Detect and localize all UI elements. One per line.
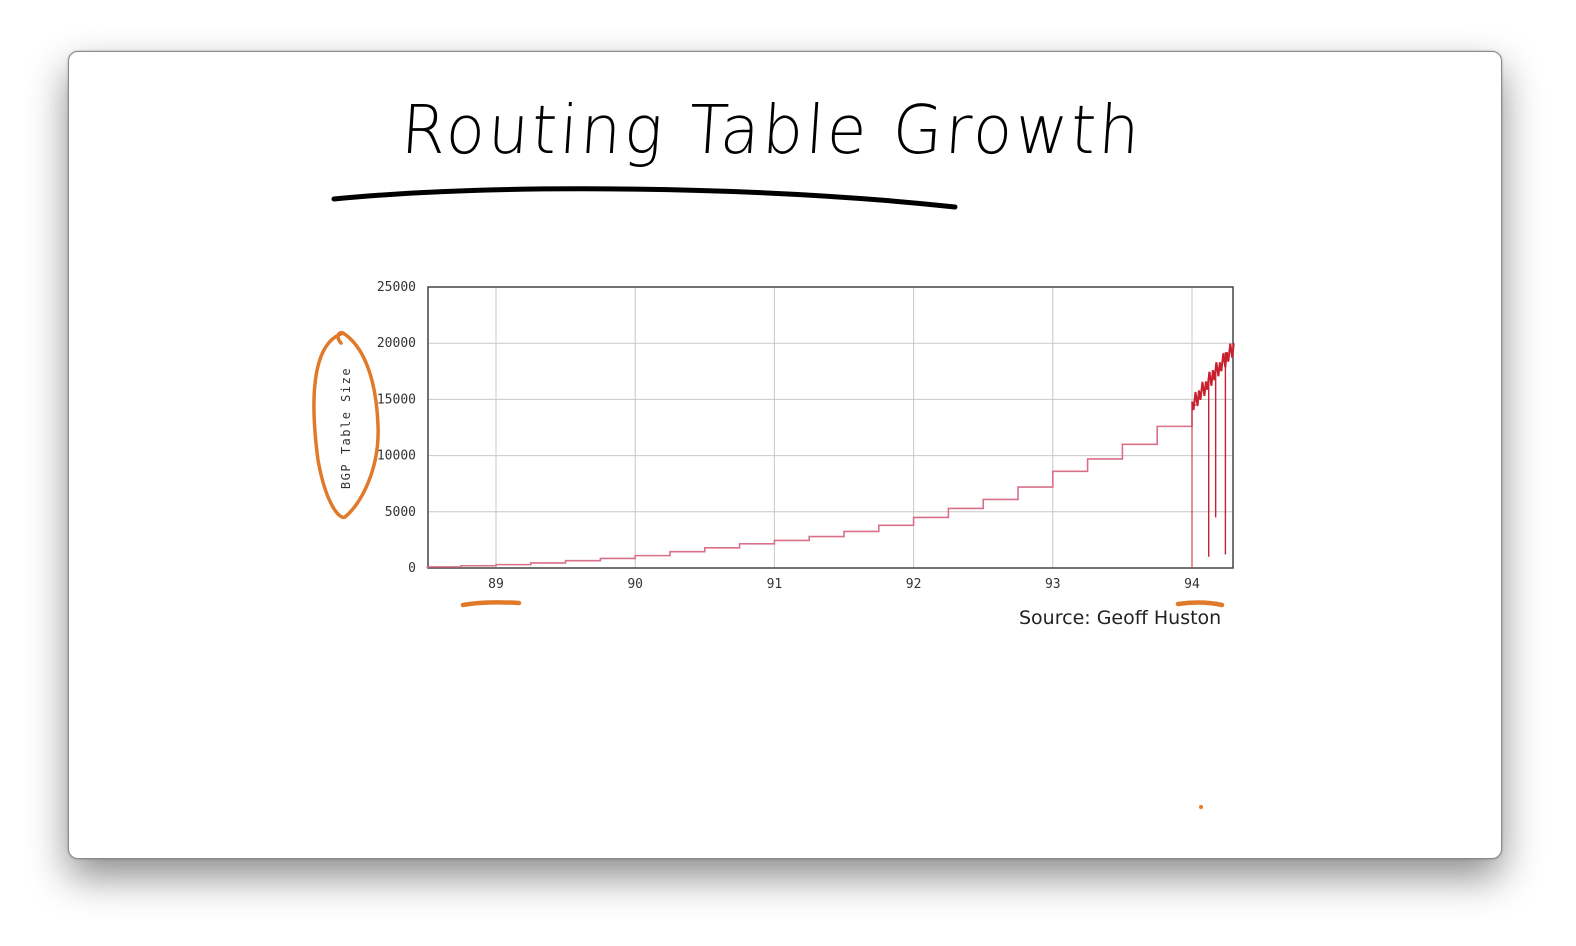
source-caption: Source: Geoff Huston (1019, 607, 1222, 629)
slide-window (68, 51, 1502, 859)
slide-title: Routing Table Growth (398, 92, 1145, 170)
